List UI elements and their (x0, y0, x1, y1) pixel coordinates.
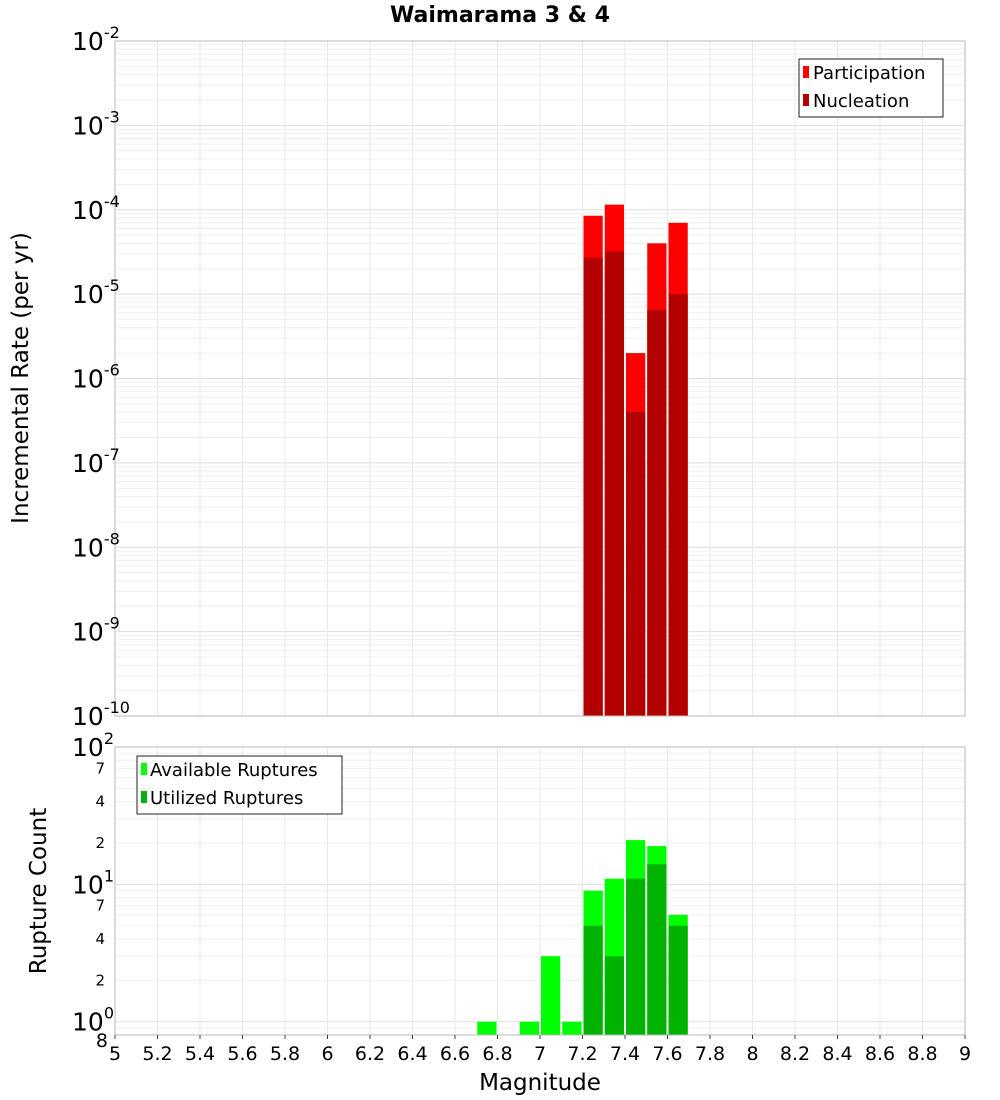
x-tick-label: 7.4 (610, 1043, 640, 1065)
x-tick-label: 6.2 (355, 1043, 385, 1065)
legend-swatch-available (141, 763, 147, 775)
bottom-plot-panel: 100 101 102 8 2 4 7 2 4 7 5 5.2 5.4 5.6 5.8 6 6.2 6.4 6.6… (26, 729, 971, 1096)
x-tick-label: 9 (959, 1043, 971, 1065)
x-tick-label: 6.4 (397, 1043, 427, 1065)
x-axis-label: Magnitude (479, 1070, 601, 1096)
utilized-bar (604, 956, 624, 1035)
top-y-tick-label: 10-4 (72, 192, 120, 225)
top-bars (583, 204, 688, 717)
bottom-y-minor-tick-label: 2 (95, 834, 105, 852)
nucleation-bar (604, 251, 624, 716)
legend-label-nucleation: Nucleation (813, 91, 909, 112)
bottom-y-minor-tick-label: 4 (95, 930, 105, 948)
x-tick-label: 5 (109, 1043, 121, 1065)
top-plot-panel: 10-10 10-9 10-8 10-7 10-6 10-5 10-4 10-3 10-2 In… (8, 23, 966, 731)
legend-swatch-participation (803, 66, 809, 78)
top-y-ticks: 10-10 10-9 10-8 10-7 10-6 10-5 10-4 10-3 10-2 (72, 23, 130, 731)
x-tick-label: 8 (746, 1043, 758, 1065)
legend-label-participation: Participation (813, 63, 925, 84)
available-bar (541, 956, 561, 1035)
nucleation-bar (583, 257, 603, 716)
x-tick-label: 8.2 (780, 1043, 810, 1065)
legend-label-available: Available Ruptures (150, 760, 318, 781)
top-legend: Participation Nucleation (798, 58, 944, 118)
x-tick-label: 5.6 (227, 1043, 257, 1065)
x-tick-label: 5.2 (142, 1043, 172, 1065)
top-gridlines (115, 41, 966, 716)
top-plot-frame (114, 40, 966, 717)
top-y-tick-label: 10-8 (72, 529, 120, 562)
top-y-tick-label: 10-9 (72, 614, 120, 647)
bottom-y-minor-tick-label: 7 (95, 759, 105, 777)
bottom-y-axis-label: Rupture Count (26, 808, 52, 974)
available-bar (562, 1021, 582, 1035)
top-y-axis-label: Incremental Rate (per yr) (8, 232, 34, 524)
legend-label-utilized: Utilized Ruptures (150, 788, 303, 809)
utilized-bar (668, 925, 688, 1035)
available-bar (519, 1021, 539, 1035)
legend-swatch-utilized (141, 791, 147, 803)
top-y-tick-label: 10-6 (72, 361, 120, 394)
x-tick-label: 5.8 (270, 1043, 300, 1065)
x-tick-label: 5.4 (185, 1043, 215, 1065)
x-tick-label: 6.8 (482, 1043, 512, 1065)
top-y-tick-label: 10-10 (72, 698, 130, 731)
x-tick-label: 6.6 (440, 1043, 470, 1065)
bottom-bars (477, 840, 688, 1035)
top-y-tick-label: 10-5 (72, 276, 120, 309)
legend-swatch-nucleation (803, 94, 809, 106)
bottom-y-minor-tick-label: 4 (95, 793, 105, 811)
x-tick-label: 6 (321, 1043, 333, 1065)
bottom-y-minor-tick-label: 8 (96, 1030, 108, 1052)
x-tick-label: 7.6 (652, 1043, 682, 1065)
available-bar (477, 1021, 497, 1035)
x-tick-label: 7 (534, 1043, 546, 1065)
bottom-y-minor-tick-label: 2 (95, 971, 105, 989)
nucleation-bar (668, 294, 688, 716)
x-ticks: 5 5.2 5.4 5.6 5.8 6 6.2 6.4 6.6 6.8 7 7.2 7.4 7.6 7.8 8… (109, 1035, 971, 1065)
x-tick-label: 7.2 (567, 1043, 597, 1065)
nucleation-bar (626, 412, 646, 716)
utilized-bar (583, 925, 603, 1035)
bottom-y-ticks: 100 101 102 8 2 4 7 2 4 7 (72, 729, 114, 1052)
bottom-legend: Available Ruptures Utilized Ruptures (136, 755, 343, 815)
utilized-bar (626, 878, 646, 1035)
top-y-tick-label: 10-2 (72, 23, 120, 56)
bottom-y-tick-label: 100 (72, 1004, 114, 1037)
top-y-tick-label: 10-3 (72, 107, 120, 140)
x-tick-label: 8.6 (865, 1043, 895, 1065)
bottom-y-tick-label: 102 (72, 729, 114, 762)
x-tick-label: 7.8 (695, 1043, 725, 1065)
nucleation-bar (647, 309, 667, 716)
utilized-bar (647, 864, 667, 1035)
chart-title: Waimarama 3 & 4 (390, 3, 610, 28)
bottom-y-tick-label: 101 (72, 866, 114, 899)
x-tick-label: 8.8 (907, 1043, 937, 1065)
bottom-y-minor-tick-label: 7 (95, 897, 105, 915)
x-tick-label: 8.4 (822, 1043, 852, 1065)
top-y-tick-label: 10-7 (72, 445, 120, 478)
